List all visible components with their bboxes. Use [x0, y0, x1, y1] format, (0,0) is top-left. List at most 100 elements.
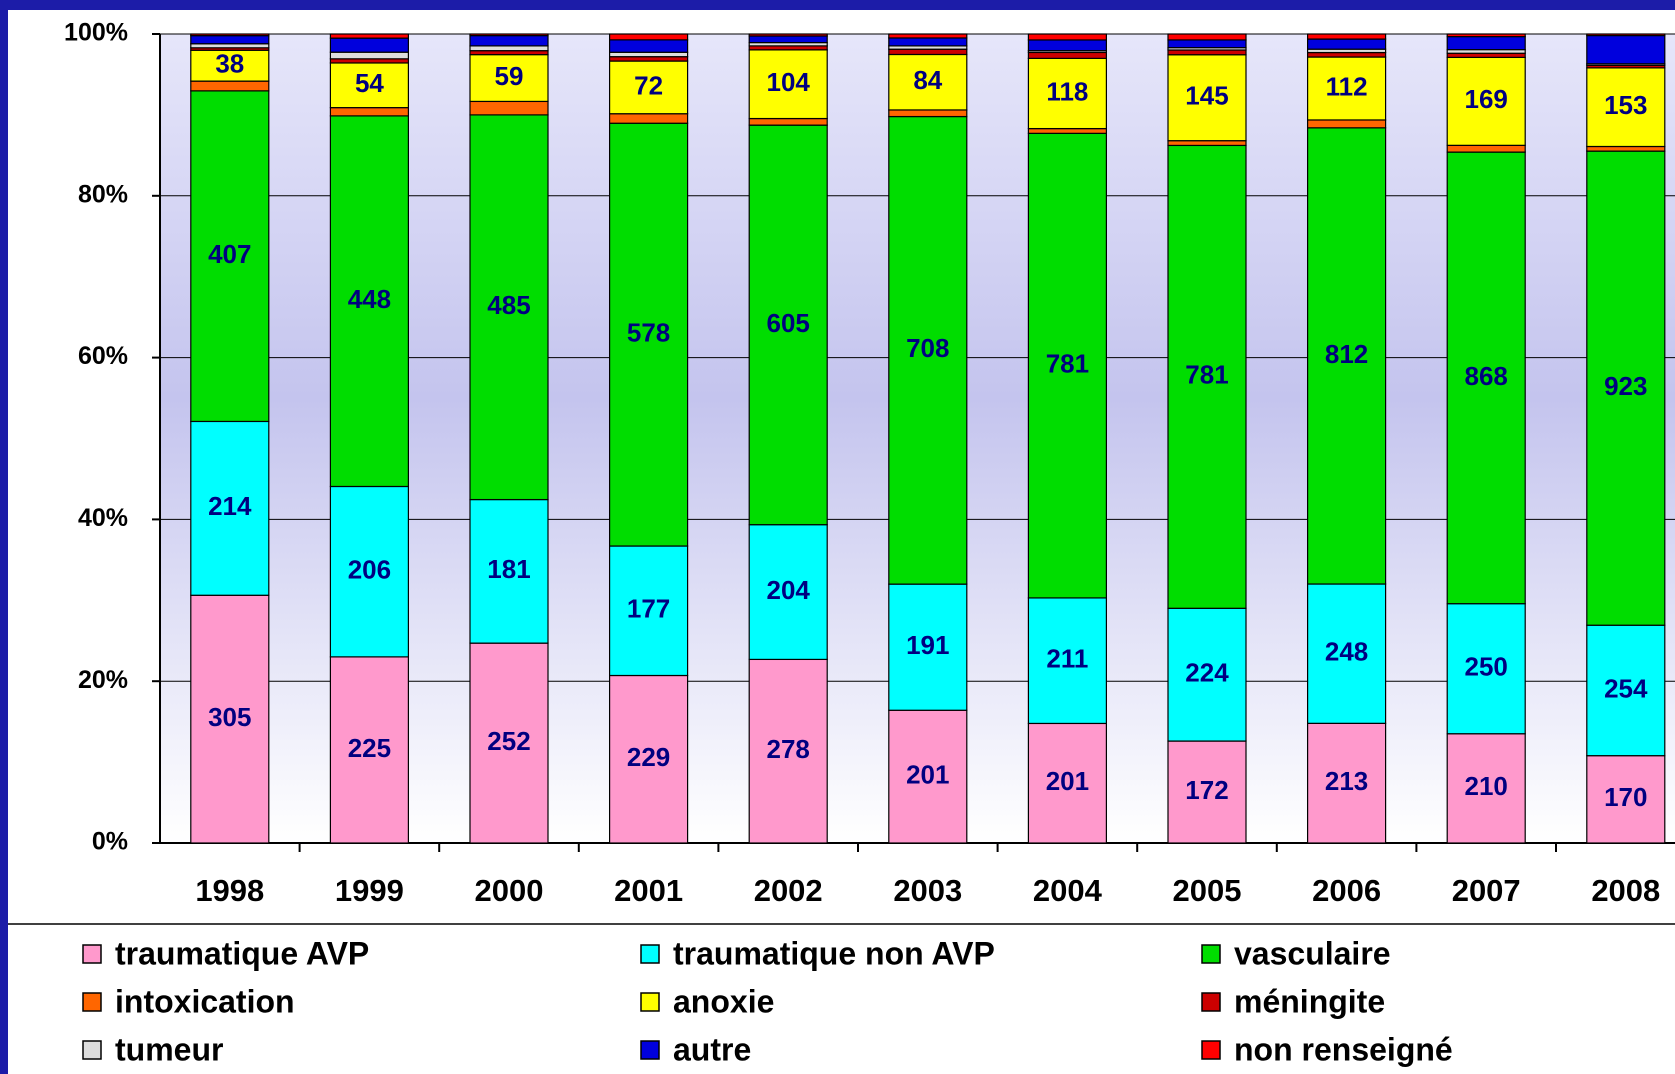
bar-segment — [1306, 51, 1387, 58]
y-tick-label: 40% — [78, 504, 128, 532]
bar-segment — [1306, 722, 1387, 844]
bar-segment — [329, 656, 409, 844]
bar-segment — [1446, 151, 1526, 605]
data-label: 210 — [1465, 771, 1508, 801]
bar-segment — [1167, 740, 1247, 844]
bar-segment — [1027, 33, 1108, 41]
x-tick-label: 1999 — [335, 873, 404, 908]
legend-label: traumatique AVP — [115, 935, 369, 971]
data-label: 204 — [767, 575, 811, 605]
bar-segment — [608, 122, 689, 547]
bar-segment — [608, 545, 689, 677]
bar-segment — [1586, 67, 1666, 148]
data-label: 177 — [627, 594, 670, 624]
y-tick-label: 20% — [78, 666, 128, 694]
data-label: 605 — [767, 308, 810, 338]
legend-label: intoxication — [115, 983, 295, 1019]
bar-segment — [329, 107, 409, 117]
bar-segment — [1027, 127, 1108, 134]
bar-segment — [329, 115, 409, 488]
bar-segment — [748, 33, 828, 37]
bar-segment — [888, 48, 968, 56]
bar-segment — [329, 62, 409, 109]
legend-label: méningite — [1234, 983, 1385, 1019]
legend-swatch — [640, 992, 660, 1012]
bar-segment — [1586, 755, 1666, 844]
data-label: 229 — [627, 742, 670, 772]
data-label: 225 — [348, 733, 391, 763]
data-label: 278 — [767, 734, 810, 764]
data-label: 169 — [1465, 84, 1508, 114]
x-tick-label: 2004 — [1033, 873, 1103, 908]
legend-label: traumatique non AVP — [673, 935, 995, 971]
bar-segment — [469, 498, 549, 644]
data-label: 38 — [215, 49, 244, 79]
bar-segment — [608, 60, 689, 115]
bar-segment — [608, 33, 689, 41]
data-label: 153 — [1604, 90, 1647, 120]
legend-label: tumeur — [115, 1031, 223, 1067]
bar-segment — [608, 113, 689, 124]
x-tick-label: 1998 — [195, 873, 264, 908]
bar-segment — [888, 53, 968, 111]
data-label: 104 — [767, 67, 811, 97]
bar-segment — [748, 124, 828, 526]
data-label: 248 — [1325, 637, 1368, 667]
data-label: 172 — [1185, 775, 1228, 805]
data-label: 250 — [1465, 652, 1508, 682]
data-label: 812 — [1325, 339, 1368, 369]
legend-swatch — [1201, 1040, 1221, 1060]
bar-segment — [608, 51, 689, 58]
bar-segment — [748, 658, 828, 844]
y-tick-label: 80% — [78, 180, 128, 208]
legend-swatch — [1201, 944, 1221, 964]
bar-segment — [1027, 39, 1108, 52]
bar-segment — [1446, 733, 1526, 844]
bar-segment — [190, 43, 270, 49]
data-label: 407 — [208, 239, 251, 269]
bar-segment — [608, 56, 689, 62]
data-label: 72 — [634, 70, 663, 100]
data-label: 254 — [1604, 673, 1648, 703]
legend-label: non renseigné — [1234, 1031, 1453, 1067]
data-label: 213 — [1325, 766, 1368, 796]
bar-segment — [190, 33, 270, 37]
bar-segment — [1167, 54, 1247, 142]
y-tick-label: 60% — [78, 342, 128, 370]
bar-segment — [1306, 38, 1387, 50]
legend-swatch — [82, 944, 102, 964]
bar-segment — [748, 524, 828, 661]
data-label: 485 — [487, 290, 530, 320]
data-label: 923 — [1604, 371, 1647, 401]
bar-segment — [1167, 49, 1247, 56]
x-tick-label: 2007 — [1452, 873, 1521, 908]
bar-segment — [1586, 145, 1666, 152]
bar-segment — [1446, 36, 1526, 51]
bar-segment — [1027, 57, 1108, 130]
data-label: 201 — [906, 760, 949, 790]
bar-segment — [1167, 140, 1247, 147]
legend-swatch — [82, 992, 102, 1012]
x-tick-label: 2006 — [1312, 873, 1381, 908]
bar-segment — [888, 109, 968, 118]
data-label: 191 — [906, 630, 949, 660]
legend-swatch — [640, 944, 660, 964]
bar-segment — [329, 33, 409, 39]
data-label: 206 — [348, 555, 391, 585]
data-label: 868 — [1465, 361, 1508, 391]
bar-segment — [1306, 56, 1387, 121]
data-label: 781 — [1185, 360, 1228, 390]
data-label: 181 — [487, 554, 530, 584]
data-label: 578 — [627, 318, 670, 348]
data-label: 305 — [208, 702, 251, 732]
bar-segment — [329, 37, 409, 53]
data-label: 170 — [1604, 782, 1647, 812]
bar-segment — [469, 33, 549, 37]
bar-segment — [190, 80, 270, 92]
bar-segment — [748, 49, 828, 120]
y-tick-label: 0% — [92, 828, 128, 856]
bar-segment — [748, 117, 828, 126]
bar-segment — [1306, 33, 1387, 40]
